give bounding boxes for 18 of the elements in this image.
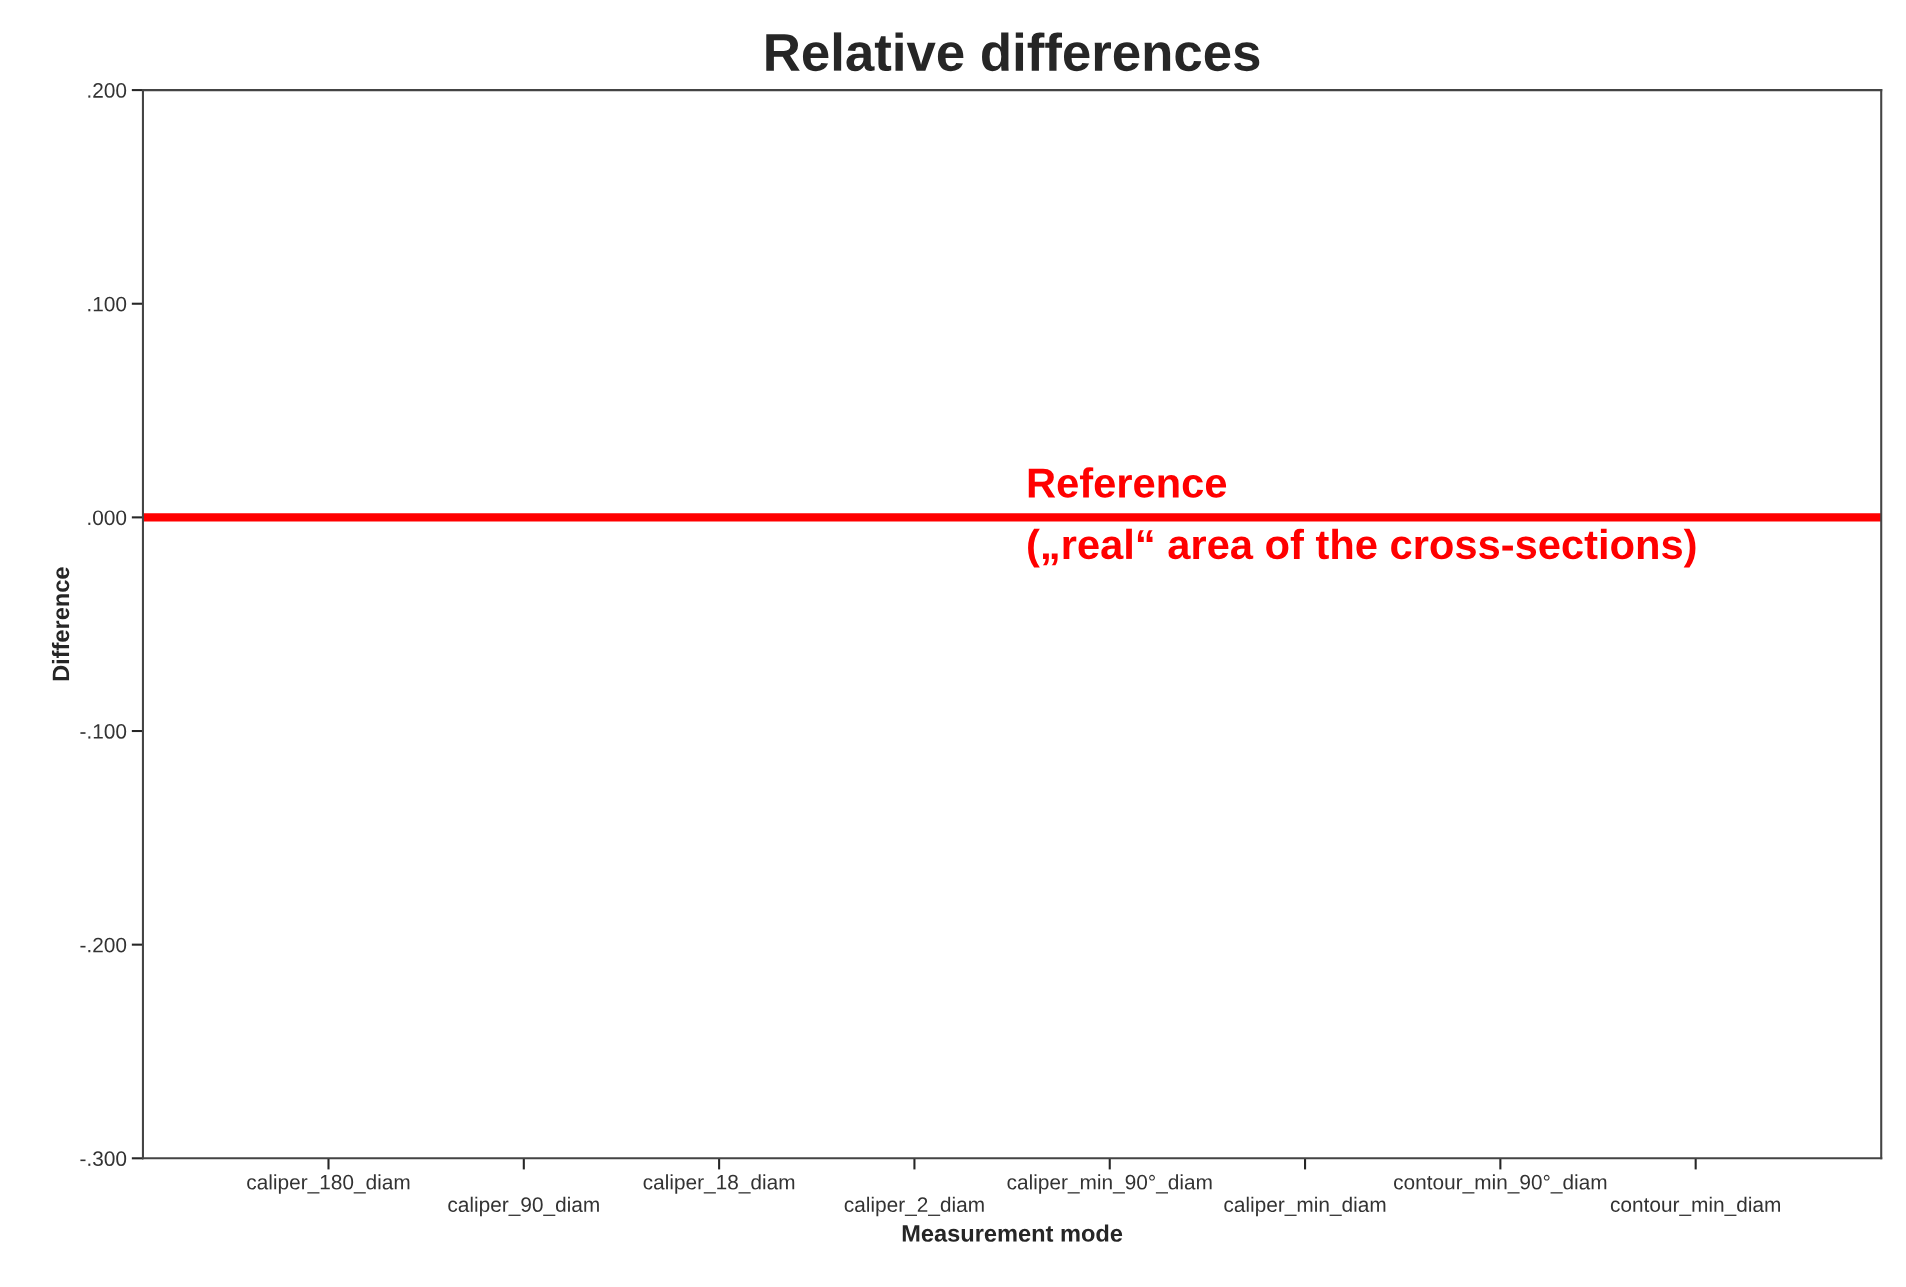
chart-title: Relative differences	[766, 32, 1260, 72]
x-axis-title: Measurement mode	[902, 1224, 1123, 1242]
y-tick-label: .000	[88, 510, 127, 526]
x-tick-label: contour_min_diam	[1610, 1196, 1780, 1216]
x-tick-label: caliper_90_diam	[448, 1196, 599, 1217]
x-tick-label: caliper_18_diam	[643, 1174, 795, 1194]
x-tick-label: caliper_min_diam	[1224, 1196, 1386, 1217]
x-tick-label: caliper_min_90°_diam	[1007, 1174, 1212, 1194]
y-tick-label: -.200	[80, 937, 127, 953]
x-tick-label: contour_min_90°_diam	[1394, 1174, 1607, 1194]
y-tick-label: .100	[88, 296, 127, 312]
y-tick-label: -.100	[80, 724, 127, 739]
x-tick-label: caliper_180_diam	[247, 1174, 410, 1194]
y-tick-label: .200	[88, 83, 127, 98]
ref-line-label: Reference („real“ area of the cross-sections)	[1028, 467, 1696, 568]
x-tick-label: caliper_2_diam	[844, 1196, 984, 1217]
y-axis-title: Difference	[51, 567, 70, 681]
y-tick-label: -.300	[80, 1151, 127, 1167]
